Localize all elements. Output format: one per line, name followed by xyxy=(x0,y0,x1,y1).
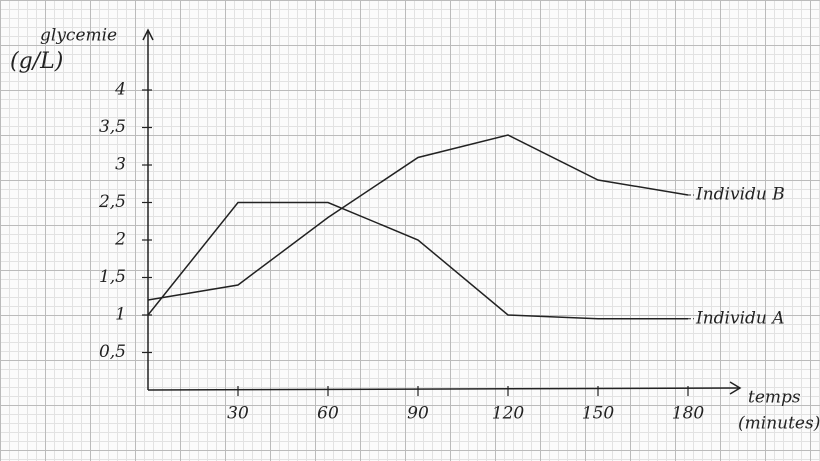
y-tick-label: 1 xyxy=(115,305,126,325)
series-label: Individu B xyxy=(695,185,785,205)
x-tick-label: 120 xyxy=(492,404,525,424)
x-tick-label: 90 xyxy=(407,404,429,424)
series-line xyxy=(147,134,689,301)
y-axis-arrow xyxy=(142,28,154,41)
y-axis-label: glycemie xyxy=(40,26,117,46)
y-axis-unit: (g/L) xyxy=(10,49,63,74)
x-axis-label: temps xyxy=(748,388,801,408)
series-label: Individu A xyxy=(695,308,785,328)
x-axis-arrow xyxy=(729,381,742,395)
x-tick-label: 150 xyxy=(582,404,615,424)
y-tick-label: 1,5 xyxy=(99,267,126,287)
y-tick-label: 0,5 xyxy=(99,342,126,362)
series-line xyxy=(147,201,688,320)
y-tick-label: 2,5 xyxy=(98,192,126,212)
x-tick-label: 60 xyxy=(317,404,339,424)
y-tick-label: 4 xyxy=(114,80,126,100)
x-axis-unit: (minutes) xyxy=(738,414,820,434)
x-axis xyxy=(147,387,741,391)
x-tick-label: 30 xyxy=(227,404,249,424)
y-tick-label: 2 xyxy=(114,230,126,250)
x-tick-label: 180 xyxy=(672,404,705,424)
y-tick-label: 3 xyxy=(115,155,126,175)
y-tick-label: 3,5 xyxy=(99,117,126,137)
